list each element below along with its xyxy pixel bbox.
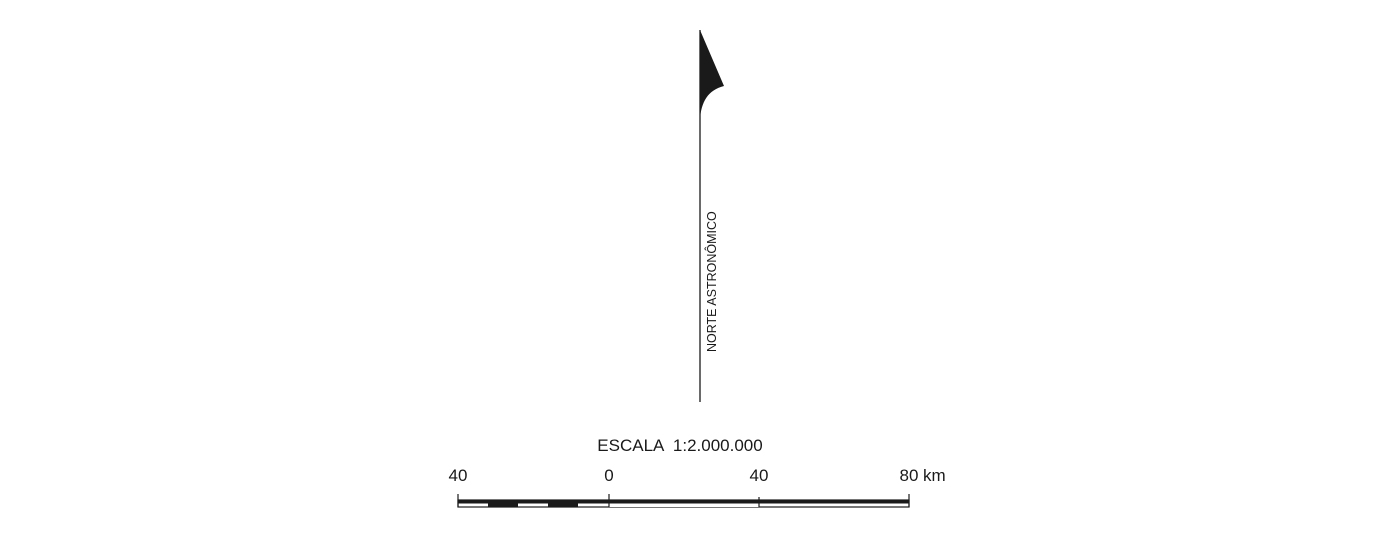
north-arrow: NORTE ASTRONÔMICO	[699, 30, 724, 402]
scale-segment-left-2	[488, 500, 518, 507]
scale-segment-left-5-top	[578, 500, 609, 504]
scale-segment-left-4	[548, 500, 578, 507]
north-arrow-label: NORTE ASTRONÔMICO	[704, 211, 719, 352]
scale-tick-label-40: 40	[750, 466, 769, 485]
north-arrow-flag-icon	[700, 30, 724, 120]
scale-bar: ESCALA 1:2.000.000 40 0 40 80 km	[449, 436, 946, 508]
scale-segment-0-40	[609, 500, 759, 504]
scale-title: ESCALA 1:2.000.000	[597, 436, 762, 455]
scale-segment-left-3-top	[518, 500, 548, 504]
scale-tick-label-left-40: 40	[449, 466, 468, 485]
scale-segment-0-40-lower	[609, 503, 759, 507]
scale-unit-label: km	[923, 466, 946, 485]
scale-segment-40-80	[759, 500, 909, 504]
scale-tick-label-0: 0	[604, 466, 613, 485]
scale-segment-left-1-top	[458, 500, 488, 504]
scale-tick-label-80: 80	[900, 466, 919, 485]
